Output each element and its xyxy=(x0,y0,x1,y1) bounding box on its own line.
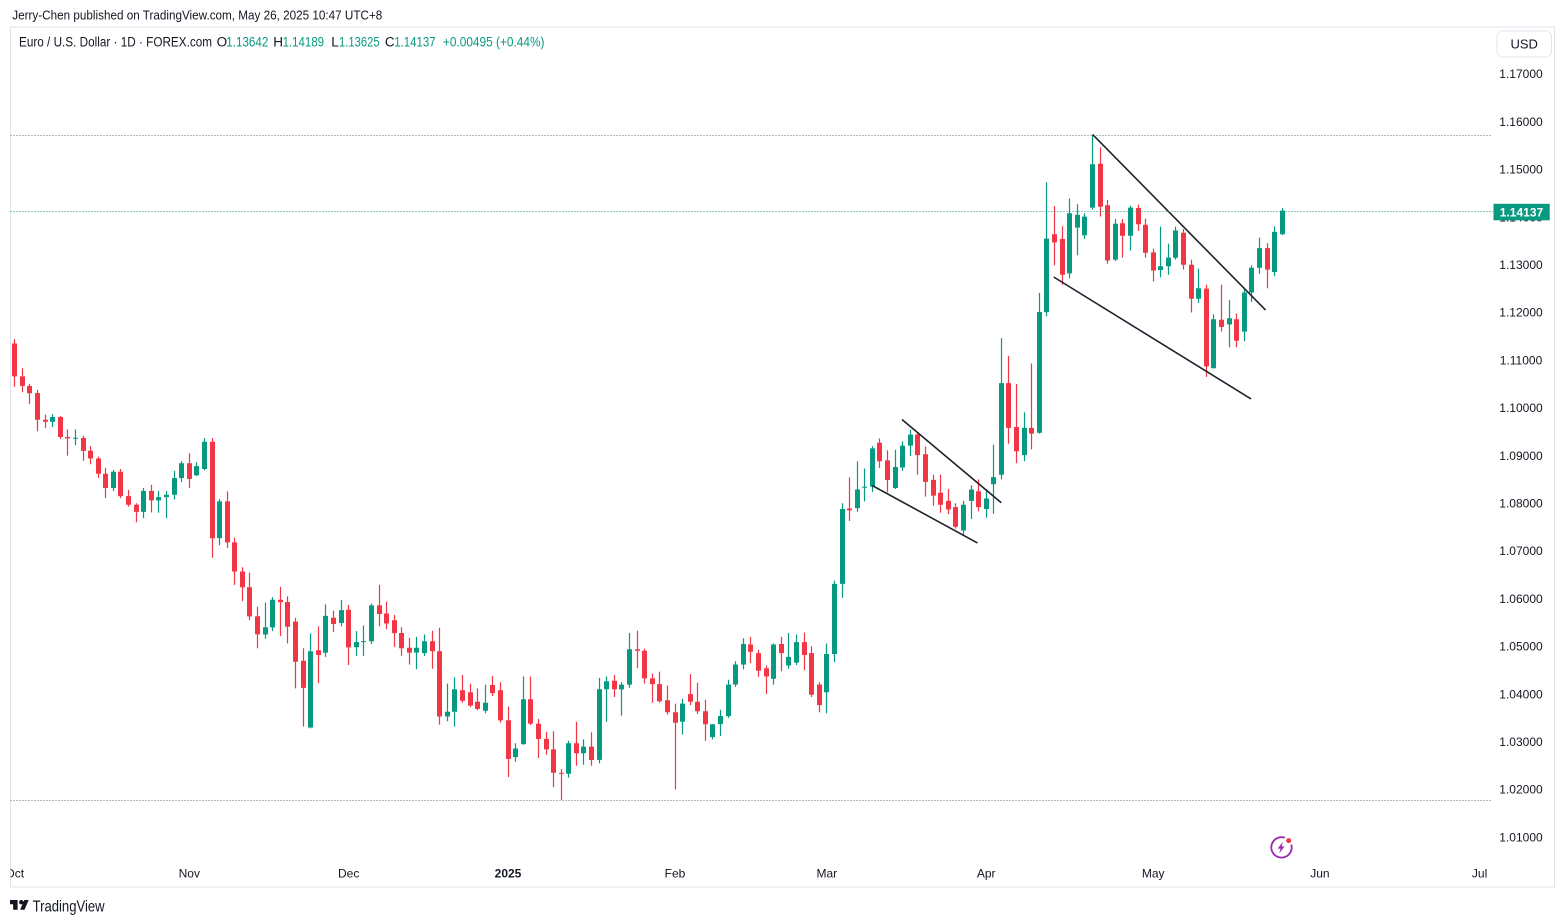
svg-text:Nov: Nov xyxy=(179,867,200,881)
svg-text:Feb: Feb xyxy=(665,867,686,881)
svg-text:+0.00495 (+0.44%): +0.00495 (+0.44%) xyxy=(443,35,545,50)
svg-text:1.10000: 1.10000 xyxy=(1499,401,1543,415)
svg-text:1.15000: 1.15000 xyxy=(1499,163,1543,177)
svg-text:1.13642: 1.13642 xyxy=(226,35,268,50)
svg-text:1.12000: 1.12000 xyxy=(1499,306,1543,320)
svg-text:1.07000: 1.07000 xyxy=(1499,544,1543,558)
svg-text:Jun: Jun xyxy=(1310,867,1329,881)
svg-text:1.03000: 1.03000 xyxy=(1499,735,1543,749)
svg-text:1.01000: 1.01000 xyxy=(1499,830,1543,844)
svg-text:TradingView: TradingView xyxy=(33,899,105,916)
svg-text:1.16000: 1.16000 xyxy=(1499,115,1543,129)
svg-text:L: L xyxy=(331,35,339,50)
svg-text:Jerry-Chen published on Tradin: Jerry-Chen published on TradingView.com,… xyxy=(12,8,382,23)
svg-text:Jul: Jul xyxy=(1472,867,1487,881)
svg-text:Mar: Mar xyxy=(816,867,837,881)
svg-text:1.14137: 1.14137 xyxy=(1500,205,1544,219)
svg-text:1.14189: 1.14189 xyxy=(283,35,324,50)
svg-text:1.04000: 1.04000 xyxy=(1499,687,1543,701)
svg-text:H: H xyxy=(273,35,283,50)
svg-text:1.17000: 1.17000 xyxy=(1499,67,1543,81)
svg-text:Apr: Apr xyxy=(977,867,996,881)
svg-text:1.13000: 1.13000 xyxy=(1499,258,1543,272)
svg-text:2025: 2025 xyxy=(495,867,522,881)
svg-text:O: O xyxy=(217,35,228,50)
svg-text:May: May xyxy=(1142,867,1165,881)
svg-text:1.05000: 1.05000 xyxy=(1499,640,1543,654)
svg-text:1.08000: 1.08000 xyxy=(1499,497,1543,511)
svg-text:Oct: Oct xyxy=(5,867,24,881)
svg-text:1.14137: 1.14137 xyxy=(394,35,435,50)
svg-text:1.11000: 1.11000 xyxy=(1500,353,1543,367)
svg-text:Euro / U.S. Dollar · 1D · FORE: Euro / U.S. Dollar · 1D · FOREX.com xyxy=(19,35,212,50)
svg-text:1.09000: 1.09000 xyxy=(1499,449,1543,463)
svg-text:USD: USD xyxy=(1510,37,1537,52)
svg-text:1.02000: 1.02000 xyxy=(1499,783,1543,797)
svg-text:1.13625: 1.13625 xyxy=(339,35,380,50)
svg-text:Dec: Dec xyxy=(338,867,359,881)
svg-text:C: C xyxy=(385,35,395,50)
svg-text:1.06000: 1.06000 xyxy=(1499,592,1543,606)
